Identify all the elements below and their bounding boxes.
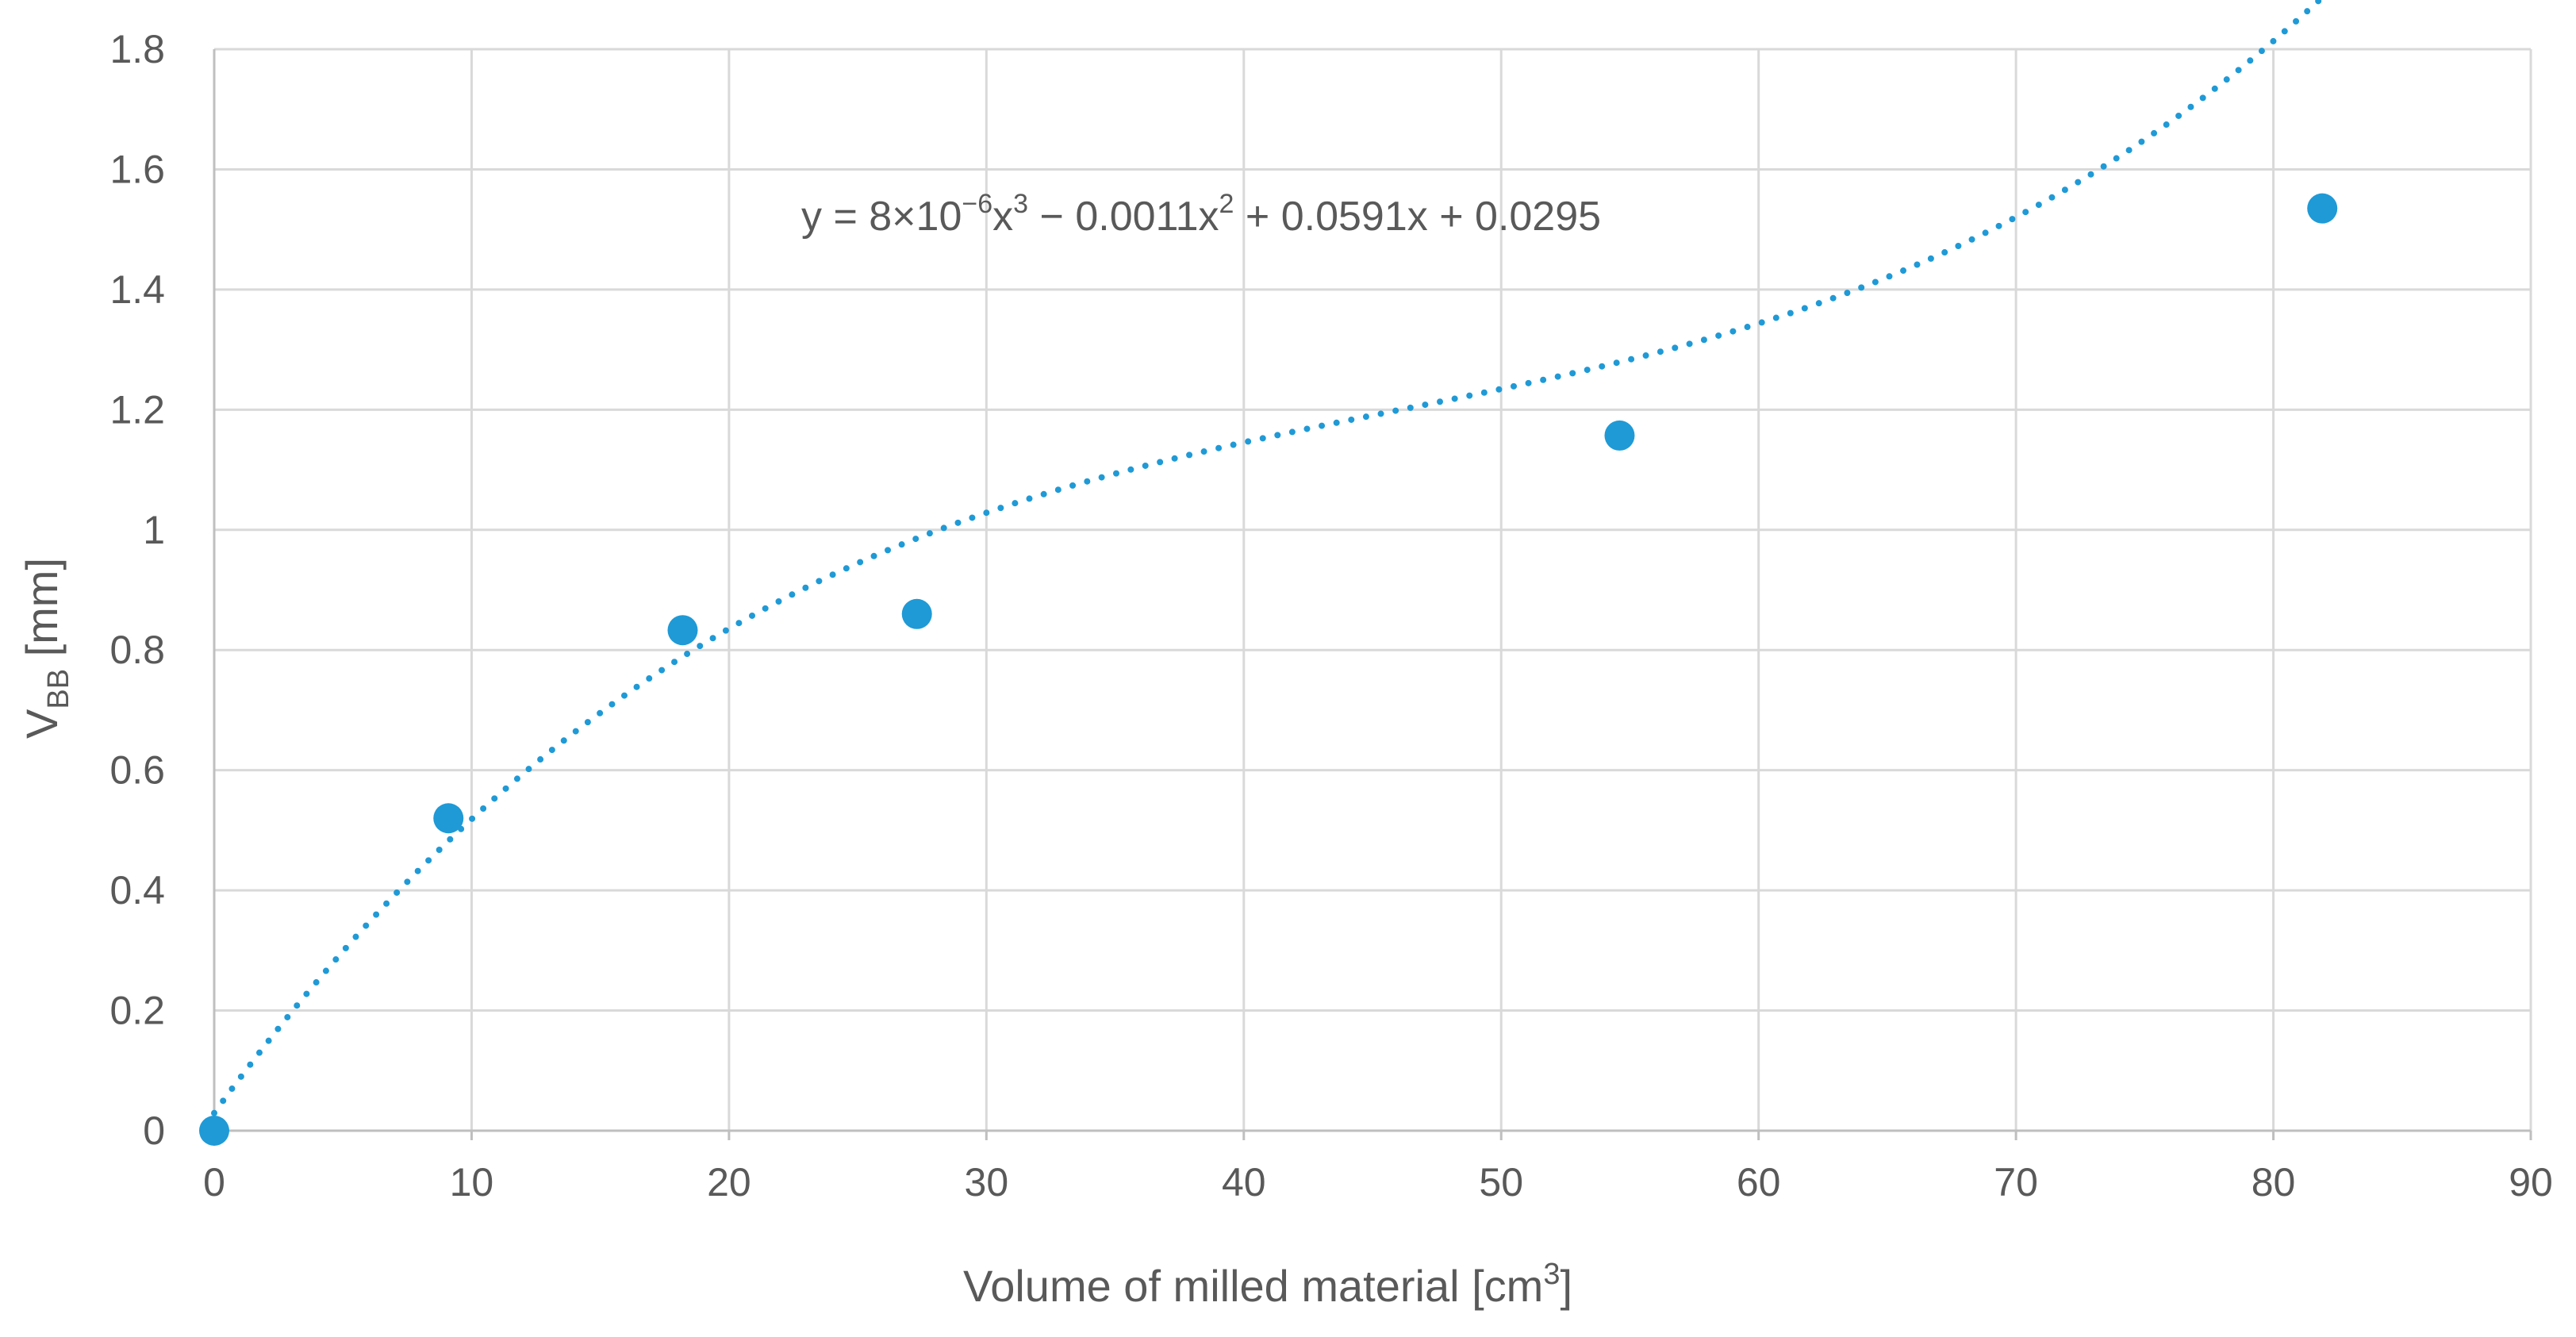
y-tick-label-0.4: 0.4 — [109, 868, 165, 912]
x-tick-label-80: 80 — [2252, 1160, 2296, 1204]
y-axis-title: VBB [mm] — [17, 558, 75, 739]
trendline-equation: y = 8×10−6x3 − 0.0011x2 + 0.0591x + 0.02… — [801, 189, 1601, 240]
x-tick-label-20: 20 — [707, 1160, 751, 1204]
x-tick-label-40: 40 — [1222, 1160, 1266, 1204]
data-point-2 — [667, 615, 698, 646]
data-point-3 — [901, 598, 932, 629]
x-tick-label-70: 70 — [1994, 1160, 2038, 1204]
y-tick-label-0.2: 0.2 — [109, 989, 165, 1033]
y-tick-label-1.8: 1.8 — [109, 27, 165, 71]
data-points — [199, 193, 2338, 1146]
y-tick-label-1: 1 — [143, 508, 165, 552]
data-point-5 — [2307, 193, 2338, 224]
x-tick-label-10: 10 — [450, 1160, 494, 1204]
y-tick-label-1.2: 1.2 — [109, 387, 165, 432]
data-point-4 — [1604, 420, 1635, 451]
x-axis-title: Volume of milled material [cm3] — [963, 1258, 1572, 1311]
y-tick-label-0.8: 0.8 — [109, 628, 165, 672]
trendline-path — [211, 0, 2325, 1116]
grid-lines — [214, 48, 2532, 1131]
y-tick-label-1.6: 1.6 — [109, 147, 165, 191]
trendline — [211, 0, 2325, 1116]
x-tick-label-50: 50 — [1479, 1160, 1523, 1204]
y-tick-label-0.6: 0.6 — [109, 748, 165, 793]
x-tick-label-0: 0 — [203, 1160, 225, 1204]
tick-labels: 0 10 20 30 40 50 60 70 80 90 0 0.2 0.4 0.6 0.8 1 1.2 1.4 1… — [109, 27, 2552, 1204]
x-tick-label-90: 90 — [2509, 1160, 2553, 1204]
y-tick-label-0: 0 — [143, 1108, 165, 1153]
x-tick-label-30: 30 — [965, 1160, 1009, 1204]
x-tick-label-60: 60 — [1737, 1160, 1781, 1204]
y-tick-label-1.4: 1.4 — [109, 267, 165, 312]
data-point-0 — [199, 1116, 229, 1146]
axes — [213, 49, 2532, 1140]
data-point-1 — [433, 803, 464, 834]
